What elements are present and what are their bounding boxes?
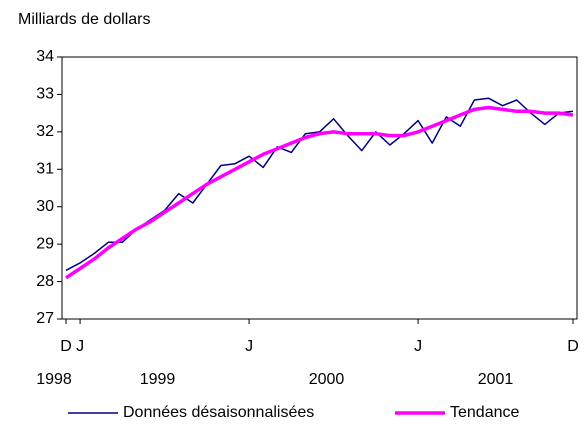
y-tick-label: 29	[36, 235, 54, 252]
x-tick-label: J	[76, 338, 84, 355]
y-tick-label: 32	[36, 123, 54, 140]
y-tick-label: 34	[36, 48, 54, 65]
y-tick-label: 33	[36, 86, 54, 103]
y-tick-label: 30	[36, 198, 54, 215]
y-axis-label: Milliards de dollars	[18, 11, 151, 28]
series-line	[65, 97, 574, 271]
legend-label: Données désaisonnalisées	[123, 404, 314, 421]
plot-frame	[61, 56, 578, 320]
legend-label: Tendance	[450, 404, 519, 421]
y-tick-label: 27	[36, 310, 54, 327]
x-tick-label: D	[567, 338, 579, 355]
x-tick-label: D	[60, 338, 72, 355]
y-tick-label: 31	[36, 161, 54, 178]
series-line	[65, 105, 574, 280]
year-label: 1998	[36, 371, 72, 388]
y-tick-label: 28	[36, 273, 54, 290]
x-tick-label: J	[414, 338, 422, 355]
x-tick-label: J	[245, 338, 253, 355]
year-label: 2000	[309, 371, 345, 388]
year-label: 2001	[478, 371, 514, 388]
year-label: 1999	[140, 371, 176, 388]
